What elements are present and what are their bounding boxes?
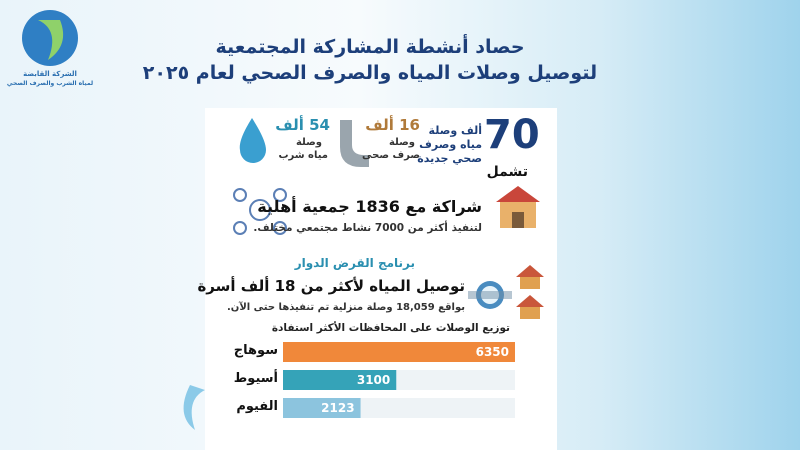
title-line2: لتوصيل وصلات المياه والصرف الصحي لعام ٢٠… — [142, 62, 598, 84]
water-desc: مياه شرب — [278, 150, 328, 161]
loan-headline: توصيل المياه لأكثر من 18 ألف أسرة — [197, 277, 465, 295]
water-unit: وصلة — [295, 137, 322, 148]
building-icon — [496, 186, 540, 228]
partnership-detail: لتنفيذ أكثر من 7000 نشاط مجتمعي مختلف. — [253, 222, 482, 234]
sewage-unit: وصلة — [388, 137, 415, 148]
house-icons — [516, 265, 544, 319]
title-line1: حصاد أنشطة المشاركة المجتمعية — [215, 36, 525, 58]
logo-line1: الشركة القابضة — [23, 70, 77, 78]
total-unit: ألف وصلة — [428, 124, 482, 137]
pipe-icon — [340, 120, 369, 167]
category-label: أسيوط — [233, 371, 278, 386]
value-label: 2123 — [321, 401, 354, 415]
logo-mark — [22, 10, 78, 66]
bar — [283, 342, 515, 362]
loan-detail: بواقع 18,059 وصلة منزلية تم تنفيذها حتى … — [226, 302, 465, 313]
sewage-desc: صرف صحى — [362, 150, 420, 161]
sewage-value: 16 ألف — [365, 116, 420, 134]
meter-icon — [468, 281, 512, 309]
bar — [283, 370, 397, 390]
loan-program: برنامج القرض الدوار — [294, 256, 415, 270]
logo-leaf — [38, 20, 64, 60]
includes: تشمل — [486, 164, 528, 180]
partnership-headline: شراكة مع 1836 جمعية أهلية — [257, 197, 482, 216]
total-number: 70 — [484, 112, 540, 158]
network-icon — [233, 188, 287, 235]
chart-title: توزيع الوصلات على المحافظات الأكثر استفا… — [271, 322, 510, 334]
card — [205, 108, 557, 450]
total-desc: مياه وصرف — [419, 138, 482, 151]
value-label: 6350 — [476, 345, 509, 359]
water-value: 54 ألف — [275, 116, 330, 134]
logo-line2: لمياه الشرب والصرف الصحي — [6, 80, 94, 87]
category-label: سوهاج — [233, 343, 278, 358]
bar — [283, 398, 361, 418]
category-label: الفيوم — [236, 399, 278, 414]
total-desc: صحي جديدة — [417, 152, 482, 165]
water-drop-icon — [239, 118, 266, 163]
splash — [183, 385, 205, 430]
value-label: 3100 — [357, 373, 390, 387]
